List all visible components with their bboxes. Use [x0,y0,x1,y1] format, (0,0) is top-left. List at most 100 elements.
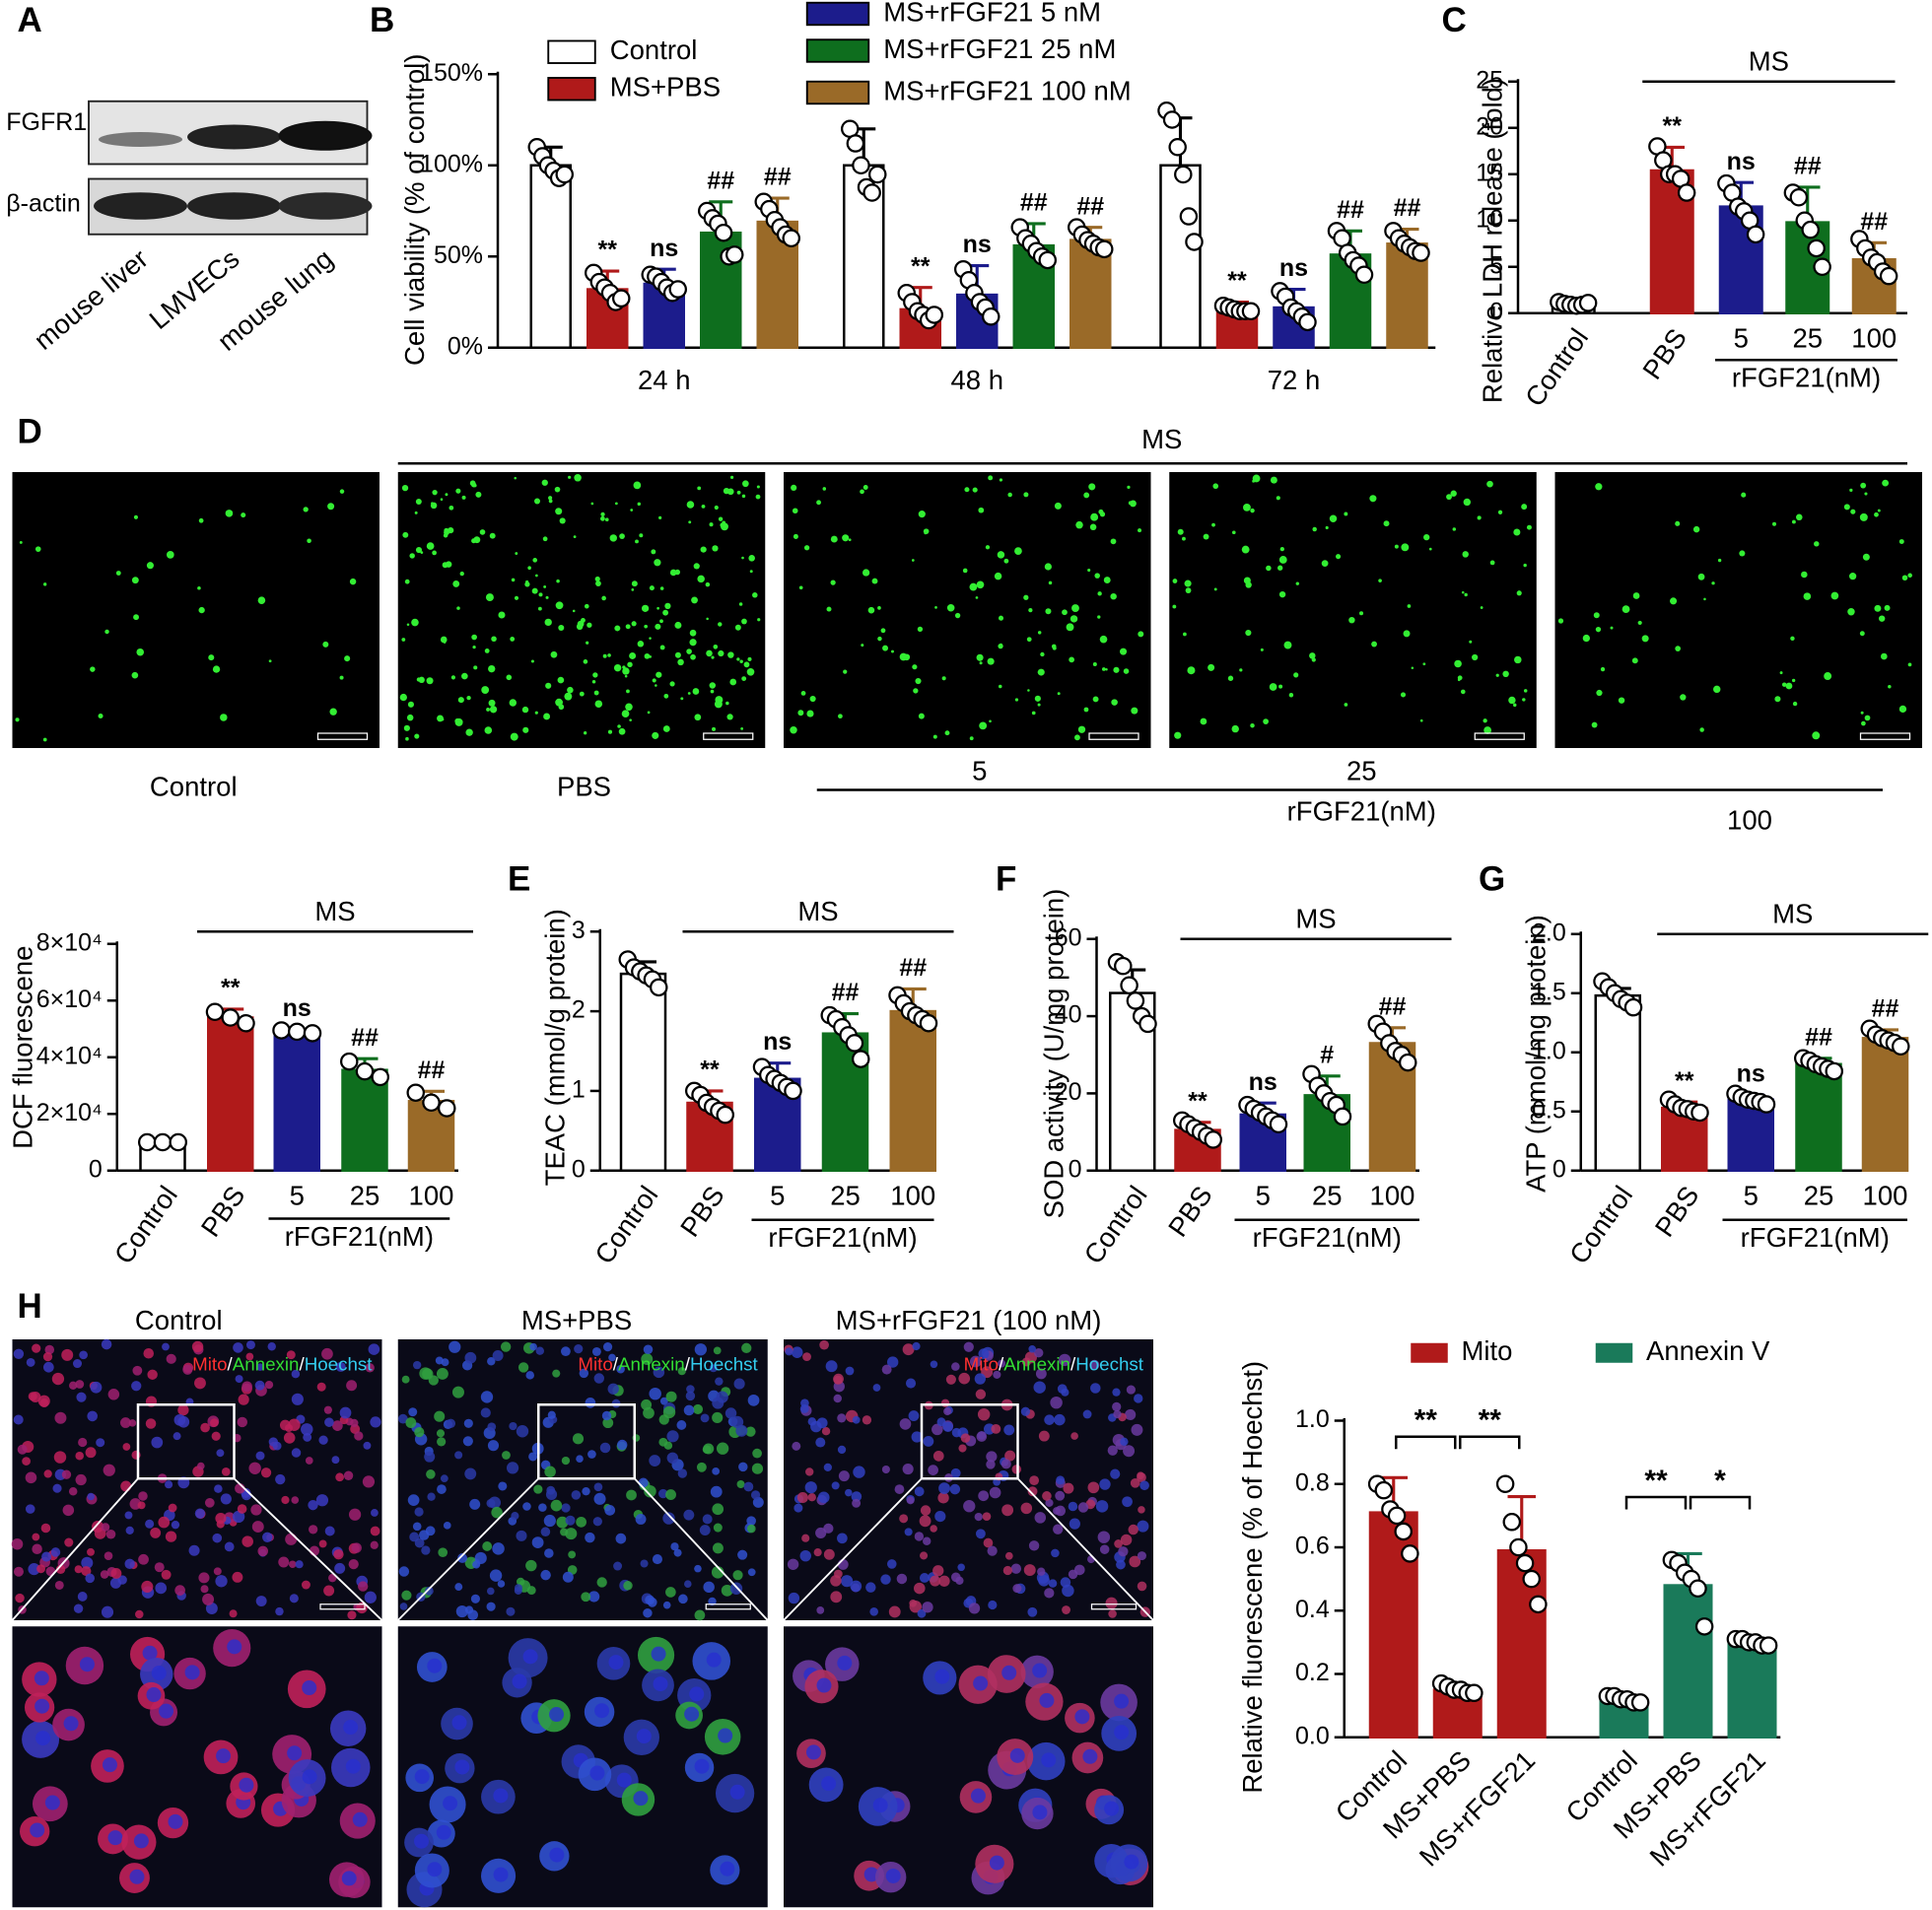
fluorescent-spot [303,507,309,512]
fluorescent-spot [651,549,656,555]
fluorescent-spot [1907,662,1912,667]
fluorescent-spot [658,515,662,519]
fluorescent-spot [1182,536,1186,541]
fluorescent-spot [987,657,995,665]
cell [949,1483,961,1495]
cell [171,1520,180,1530]
fluorescent-spot [899,652,908,661]
cell [323,1405,332,1414]
nucleus [885,1868,901,1883]
zoom-box [537,1403,636,1480]
fluorescent-spot [932,734,937,739]
cell [813,1548,822,1557]
cell [561,1456,571,1466]
cell [635,1514,647,1525]
significance: ns [1279,254,1308,282]
cell [823,1463,832,1472]
cell [1099,1544,1110,1554]
cell [602,1342,613,1352]
fluorescent-spot [969,582,978,591]
fluorescent-spot [1023,492,1029,498]
cell [281,1495,290,1505]
fluorescent-spot [339,489,345,494]
fluorescent-spot [1203,533,1209,540]
cell [78,1437,88,1448]
cell [662,1405,676,1419]
cell [1120,1437,1129,1446]
x-tick-label: PBS [1636,323,1692,385]
fluorescent-spot [1241,545,1250,554]
data-point [1398,1053,1417,1072]
fluorescent-spot [1557,618,1564,624]
fluorescent-spot [923,528,930,534]
fluorescent-spot [1269,683,1277,691]
cell [348,1559,359,1570]
cell [677,1367,686,1376]
cell [1123,1445,1136,1458]
nucleus [1009,1747,1025,1763]
cell [131,1381,142,1392]
fluorescent-spot [1403,630,1411,638]
fluorescent-spot [555,601,564,610]
nucleus [427,1862,443,1877]
cell [39,1398,49,1407]
fluorescent-spot [654,559,661,567]
fluorescent-spot [564,692,573,701]
cell [1068,1501,1078,1512]
image-background [784,472,1151,748]
fluorescent-spot [1526,524,1532,530]
cell [845,1366,855,1376]
micrograph [397,1339,768,1908]
cell [574,1344,584,1354]
cell [709,1364,718,1373]
fluorescent-spot [1848,573,1857,580]
fluorescent-spot [550,650,558,658]
cell [480,1391,494,1403]
cell [833,1394,842,1403]
cell [978,1348,990,1360]
cell [986,1451,998,1463]
cell [13,1566,24,1577]
fluorescent-spot [576,623,584,631]
cell [932,1565,944,1577]
fluorescent-spot [473,484,477,488]
cell [978,1490,990,1502]
fluorescent-spot [1461,590,1465,594]
y-tick-label: 0 [89,1155,103,1183]
cell [405,1417,417,1429]
fluorescent-spot [618,727,626,735]
fluorescent-spot [725,701,729,706]
cell [1137,1581,1147,1592]
blot-band [94,192,187,220]
cell [301,1580,310,1590]
cell [799,1549,811,1562]
cell [968,1603,981,1614]
cell [955,1576,964,1585]
nucleus [636,1729,652,1744]
cell [1108,1609,1117,1618]
cell [291,1448,302,1458]
cell [62,1504,75,1517]
fluorescent-spot [614,625,621,632]
stain-separator: / [299,1353,305,1374]
cell [1138,1506,1145,1514]
fluorescent-spot [1295,581,1300,585]
cell [480,1407,491,1418]
fluorescent-spot [621,710,630,718]
cell [987,1545,998,1556]
cell [977,1407,991,1421]
fluorescent-spot [1680,694,1687,701]
x-tick-label: Control [1519,323,1594,412]
cell [399,1603,408,1610]
nucleus [184,1665,200,1680]
fluorescent-spot [1031,711,1036,716]
cell [262,1532,273,1542]
x-tick-label: Control [108,1181,183,1269]
fluorescent-spot [454,717,463,726]
fluorescent-spot [1243,503,1251,512]
cell [552,1369,561,1378]
cell [817,1491,830,1504]
cell [454,1583,463,1592]
fluorescent-spot [912,664,918,670]
cell [212,1533,223,1543]
